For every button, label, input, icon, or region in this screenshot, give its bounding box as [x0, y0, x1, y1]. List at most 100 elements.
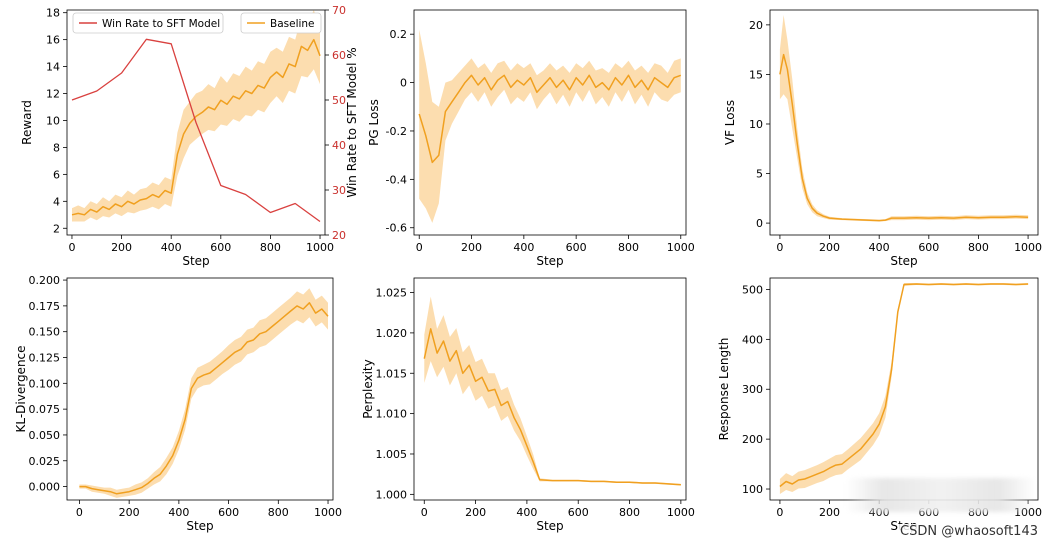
y-tick-label: 14 — [46, 61, 60, 74]
plot-frame — [413, 9, 687, 236]
plot-frame — [413, 277, 687, 501]
chart-panel-kl_divergence: 0 200 400 600 800 1000 0.000 0.025 0.050 0.075 0.1… — [14, 274, 342, 533]
x-tick-label: 400 — [168, 506, 189, 519]
legend-box-win-rate — [72, 12, 224, 34]
x-tick-label: 400 — [869, 241, 890, 254]
y2-tick-label: 70 — [332, 4, 346, 17]
y-tick-label: 1.005 — [376, 448, 408, 461]
chart-panel-perplexity: 0 200 400 600 800 1000 1.000 1.005 1.010 1.015 1.0… — [361, 277, 695, 533]
y-tick-label: 18 — [46, 7, 60, 20]
x-tick-label: 400 — [516, 506, 537, 519]
chart-panel-vf_loss: 0 200 400 600 800 1000 0 5 10 15 20 Step VF Loss — [723, 9, 1042, 268]
chart-panel-pg_loss: 0 200 400 600 800 1000 0.2 0 -0.2 -0.4 -0.6 Step PG … — [367, 9, 695, 268]
series-line-baseline — [423, 328, 681, 486]
y-tick-label: 0.2 — [390, 28, 408, 41]
y-tick-label: 0.075 — [29, 403, 61, 416]
x-axis-label: Step — [536, 519, 563, 533]
y-tick-label: 0.050 — [29, 429, 61, 442]
y-tick-label: 0.000 — [29, 481, 61, 494]
legend-label-win-rate: Win Rate to SFT Model — [102, 18, 220, 30]
y-axis-label: Reward — [20, 100, 34, 145]
x-tick-label: 800 — [619, 506, 640, 519]
x-tick-label: 800 — [968, 241, 989, 254]
x-axis-label: Step — [890, 254, 917, 268]
y-tick-label: 0.125 — [29, 352, 61, 365]
series-line-baseline — [71, 38, 321, 216]
x-tick-label: 200 — [111, 241, 132, 254]
y-tick-label: 10 — [46, 114, 60, 127]
legend-box-baseline — [240, 12, 322, 34]
x-tick-label: 200 — [119, 506, 140, 519]
y-axis-label: KL-Divergence — [14, 345, 28, 432]
y-tick-label: 1.020 — [376, 327, 408, 340]
y-tick-label: 2 — [53, 222, 60, 235]
x-tick-label: 600 — [218, 506, 239, 519]
x-tick-label: 200 — [461, 241, 482, 254]
x-tick-label: 200 — [819, 506, 840, 519]
y-tick-label: 5 — [756, 168, 763, 181]
y-tick-label: 0.200 — [29, 274, 61, 287]
series-line-baseline — [79, 302, 329, 495]
y-axis-label: VF Loss — [723, 100, 737, 145]
x-axis-label: Step — [186, 519, 213, 533]
y2-tick-label: 60 — [332, 49, 346, 62]
y-tick-label: 16 — [46, 34, 60, 47]
y-tick-label: 0.175 — [29, 300, 61, 313]
y-tick-label: 1.025 — [376, 287, 408, 300]
x-tick-label: 400 — [161, 241, 182, 254]
confidence-band-response_length — [779, 283, 1029, 494]
x-tick-label: 0 — [776, 506, 783, 519]
y-tick-label: 400 — [742, 333, 763, 346]
plot-frame — [769, 9, 1039, 236]
series-line-baseline — [779, 53, 1029, 222]
y-tick-label: -0.2 — [386, 125, 407, 138]
y-tick-label: 6 — [53, 168, 60, 181]
watermark: CSDN @whaosoft143 — [898, 524, 1040, 539]
y-tick-label: 10 — [749, 118, 763, 131]
plot-frame — [66, 277, 334, 501]
y-axis-label: PG Loss — [367, 99, 381, 146]
y-tick-label: 15 — [749, 68, 763, 81]
confidence-band-vf_loss — [779, 15, 1029, 222]
y-tick-label: 4 — [53, 195, 60, 208]
x-tick-label: 1000 — [306, 241, 334, 254]
series-line-baseline — [779, 283, 1029, 488]
y-tick-label: 300 — [742, 383, 763, 396]
legend-label-baseline: Baseline — [270, 18, 315, 30]
x-tick-label: 1000 — [667, 241, 695, 254]
y-tick-label: 1.000 — [376, 488, 408, 501]
y-tick-label: 12 — [46, 88, 60, 101]
y-tick-label: 0 — [400, 77, 407, 90]
x-tick-label: 800 — [268, 506, 289, 519]
x-tick-label: 1000 — [667, 506, 695, 519]
y-tick-label: 100 — [742, 483, 763, 496]
x-axis-label: Step — [536, 254, 563, 268]
y2-tick-label: 50 — [332, 94, 346, 107]
y-tick-label: 20 — [749, 19, 763, 32]
x-tick-label: 200 — [465, 506, 486, 519]
y-tick-label: 0.025 — [29, 455, 61, 468]
plot-frame — [66, 9, 326, 236]
y-tick-label: 0 — [756, 217, 763, 230]
y-tick-label: 8 — [53, 141, 60, 154]
x-tick-label: 0 — [416, 241, 423, 254]
x-tick-label: 600 — [568, 506, 589, 519]
blurred-overlay — [846, 478, 1036, 512]
series-line-win-rate-to-sft-model — [71, 38, 321, 223]
x-tick-label: 800 — [260, 241, 281, 254]
y2-tick-label: 30 — [332, 184, 346, 197]
x-tick-label: 0 — [421, 506, 428, 519]
confidence-band-pg_loss — [419, 29, 681, 223]
x-tick-label: 200 — [819, 241, 840, 254]
y-axis-label: Perplexity — [361, 359, 375, 419]
y-tick-label: 0.150 — [29, 326, 61, 339]
y-tick-label: -0.6 — [386, 222, 407, 235]
x-tick-label: 0 — [76, 506, 83, 519]
x-tick-label: 600 — [210, 241, 231, 254]
x-tick-label: 0 — [68, 241, 75, 254]
x-tick-label: 0 — [776, 241, 783, 254]
series-line-baseline — [418, 74, 682, 164]
y-tick-label: 200 — [742, 433, 763, 446]
plot-frame — [769, 277, 1039, 501]
